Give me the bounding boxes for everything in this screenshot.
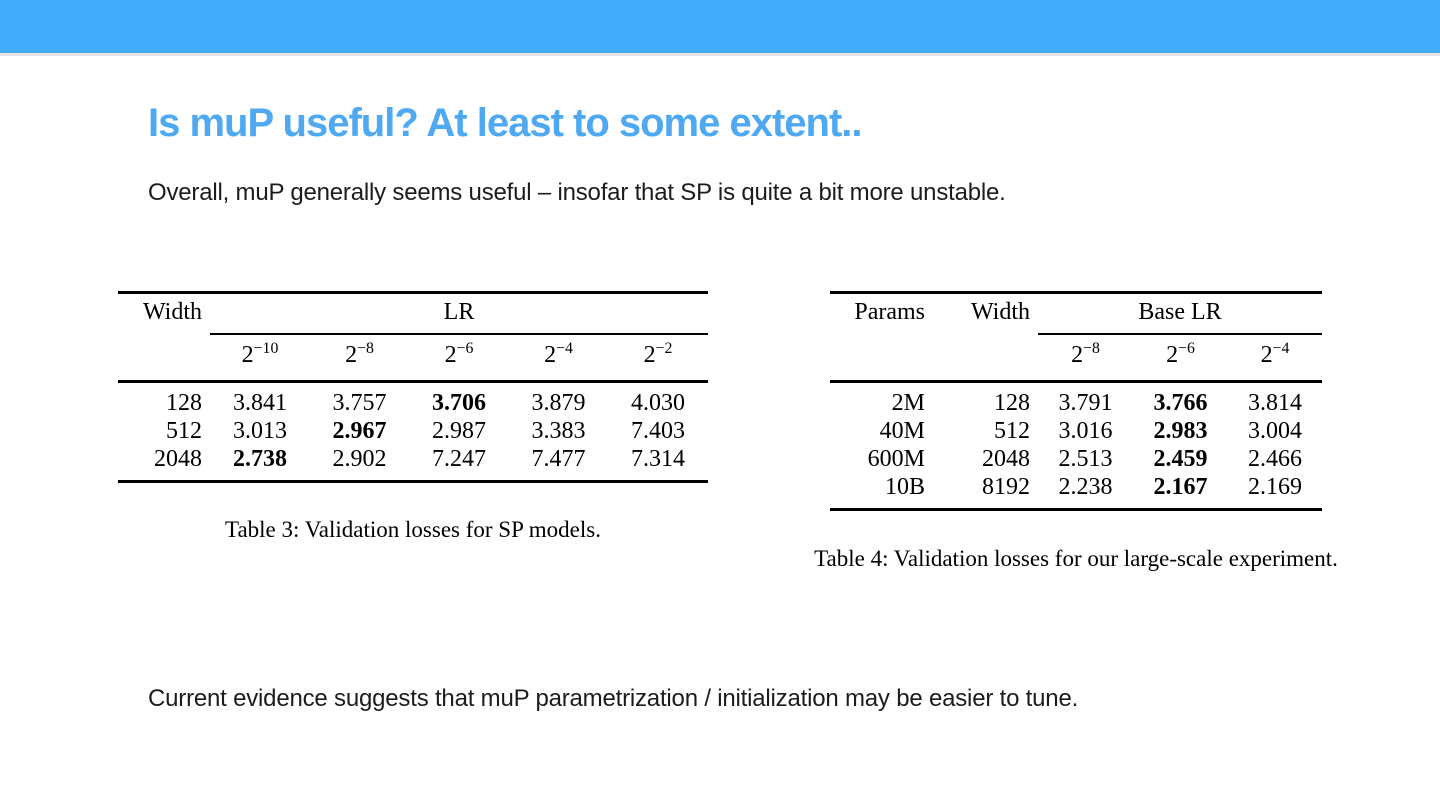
loss-cell: 3.757 xyxy=(332,390,387,416)
table-4-lr-col-header-1: 2−6 xyxy=(1166,340,1195,368)
loss-cell: 3.791 xyxy=(1058,390,1113,416)
loss-cell: 2.238 xyxy=(1058,474,1113,500)
table-3-lr-group-header: LR xyxy=(210,292,709,335)
table-4-lr-col-header-0: 2−8 xyxy=(1071,340,1100,368)
loss-cell: 4.030 xyxy=(631,390,685,416)
table-3-lr-col-header-2: 2−6 xyxy=(444,340,474,368)
table-3-caption: Table 3: Validation losses for SP models… xyxy=(225,517,601,542)
slide-title: Is muP useful? At least to some extent.. xyxy=(148,100,863,145)
width-cell: 8192 xyxy=(982,474,1030,500)
table-row: 40M 512 3.016 2.983 3.004 xyxy=(830,417,1322,445)
loss-cell: 7.247 xyxy=(432,446,486,472)
params-cell: 40M xyxy=(879,418,925,444)
loss-cell: 3.814 xyxy=(1248,390,1303,416)
width-cell: 2048 xyxy=(982,446,1030,472)
table-4-lr-col-header-2: 2−4 xyxy=(1260,340,1290,368)
loss-cell: 3.383 xyxy=(531,418,586,444)
slide-accent-bar xyxy=(0,0,1440,56)
width-cell: 128 xyxy=(166,390,202,416)
table-4-large-scale-validation-losses: Params Width Base LR 2−8 2−6 2−4 2M 128 … xyxy=(830,291,1323,511)
loss-cell: 7.403 xyxy=(631,418,685,444)
loss-cell: 3.013 xyxy=(233,418,287,444)
table-3-width-header: Width xyxy=(142,299,202,325)
width-cell: 2048 xyxy=(154,446,202,472)
loss-cell: 7.477 xyxy=(531,446,586,472)
loss-cell-best: 3.706 xyxy=(432,390,486,416)
loss-cell: 3.841 xyxy=(233,390,287,416)
loss-cell: 3.016 xyxy=(1058,418,1113,444)
loss-cell-best: 2.967 xyxy=(332,418,387,444)
loss-cell-best: 3.766 xyxy=(1153,390,1208,416)
loss-cell: 3.004 xyxy=(1248,418,1303,444)
table-3-lr-col-header-3: 2−4 xyxy=(544,340,573,368)
table-4-caption: Table 4: Validation losses for our large… xyxy=(814,546,1338,571)
width-cell: 128 xyxy=(994,390,1030,416)
loss-cell: 3.879 xyxy=(531,390,586,416)
table-row: 512 3.013 2.967 2.987 3.383 7.403 xyxy=(118,417,708,445)
params-cell: 2M xyxy=(891,390,925,416)
width-cell: 512 xyxy=(994,418,1030,444)
loss-cell: 2.466 xyxy=(1248,446,1303,472)
table-4-empty-header xyxy=(933,334,1038,382)
table-3-lr-col-header-4: 2−2 xyxy=(643,340,673,368)
loss-cell: 2.987 xyxy=(432,418,486,444)
loss-cell-best: 2.983 xyxy=(1153,418,1208,444)
slide-subtitle: Overall, muP generally seems useful – in… xyxy=(148,179,1006,206)
table-4: Params Width Base LR 2−8 2−6 2−4 2M 128 … xyxy=(830,291,1323,511)
table-row: 2M 128 3.791 3.766 3.814 xyxy=(830,382,1322,418)
loss-cell: 2.513 xyxy=(1058,446,1113,472)
loss-cell: 7.314 xyxy=(631,446,685,472)
table-4-base-lr-group-header: Base LR xyxy=(1038,292,1323,335)
table-3-lr-col-header-0: 2−10 xyxy=(241,340,279,368)
loss-cell-best: 2.167 xyxy=(1153,474,1208,500)
loss-cell: 2.169 xyxy=(1248,474,1303,500)
params-cell: 600M xyxy=(867,446,925,472)
table-row: 2048 2.738 2.902 7.247 7.477 7.314 xyxy=(118,445,708,482)
table-row: 10B 8192 2.238 2.167 2.169 xyxy=(830,473,1322,510)
loss-cell: 2.902 xyxy=(332,446,387,472)
table-3-lr-col-header-1: 2−8 xyxy=(345,340,374,368)
table-3-empty-header xyxy=(118,334,210,382)
table-4-width-header: Width xyxy=(970,299,1030,325)
conclusion-text: Current evidence suggests that muP param… xyxy=(148,685,1079,712)
loss-cell-best: 2.459 xyxy=(1153,446,1208,472)
table-3-sp-validation-losses: Width LR 2−10 2−8 2−6 2−4 2−2 128 3.841 … xyxy=(118,291,709,483)
width-cell: 512 xyxy=(166,418,202,444)
table-row: 128 3.841 3.757 3.706 3.879 4.030 xyxy=(118,382,708,418)
table-4-params-header: Params xyxy=(854,299,925,325)
table-row: 600M 2048 2.513 2.459 2.466 xyxy=(830,445,1322,473)
params-cell: 10B xyxy=(884,474,925,500)
table-3: Width LR 2−10 2−8 2−6 2−4 2−2 128 3.841 … xyxy=(118,291,709,483)
loss-cell-best: 2.738 xyxy=(233,446,287,472)
table-4-empty-header xyxy=(830,334,933,382)
